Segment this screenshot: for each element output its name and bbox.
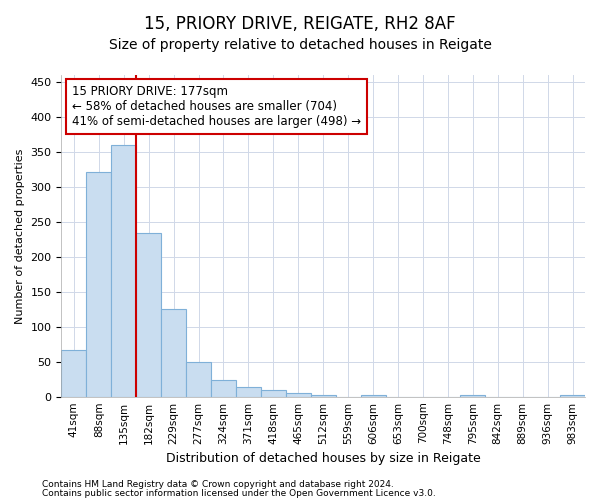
Bar [261,390,286,396]
Text: 15, PRIORY DRIVE, REIGATE, RH2 8AF: 15, PRIORY DRIVE, REIGATE, RH2 8AF [144,15,456,33]
Text: Size of property relative to detached houses in Reigate: Size of property relative to detached ho… [109,38,491,52]
Text: 15 PRIORY DRIVE: 177sqm
← 58% of detached houses are smaller (704)
41% of semi-d: 15 PRIORY DRIVE: 177sqm ← 58% of detache… [72,84,361,128]
Y-axis label: Number of detached properties: Number of detached properties [15,148,25,324]
X-axis label: Distribution of detached houses by size in Reigate: Distribution of detached houses by size … [166,452,481,465]
Bar [286,393,311,396]
Bar [111,145,136,397]
Bar [211,380,236,396]
Bar [186,362,211,396]
Bar [86,172,111,396]
Bar [311,394,335,396]
Bar [161,308,186,396]
Text: Contains public sector information licensed under the Open Government Licence v3: Contains public sector information licen… [42,489,436,498]
Bar [61,350,86,397]
Bar [136,233,161,396]
Bar [236,387,261,396]
Text: Contains HM Land Registry data © Crown copyright and database right 2024.: Contains HM Land Registry data © Crown c… [42,480,394,489]
